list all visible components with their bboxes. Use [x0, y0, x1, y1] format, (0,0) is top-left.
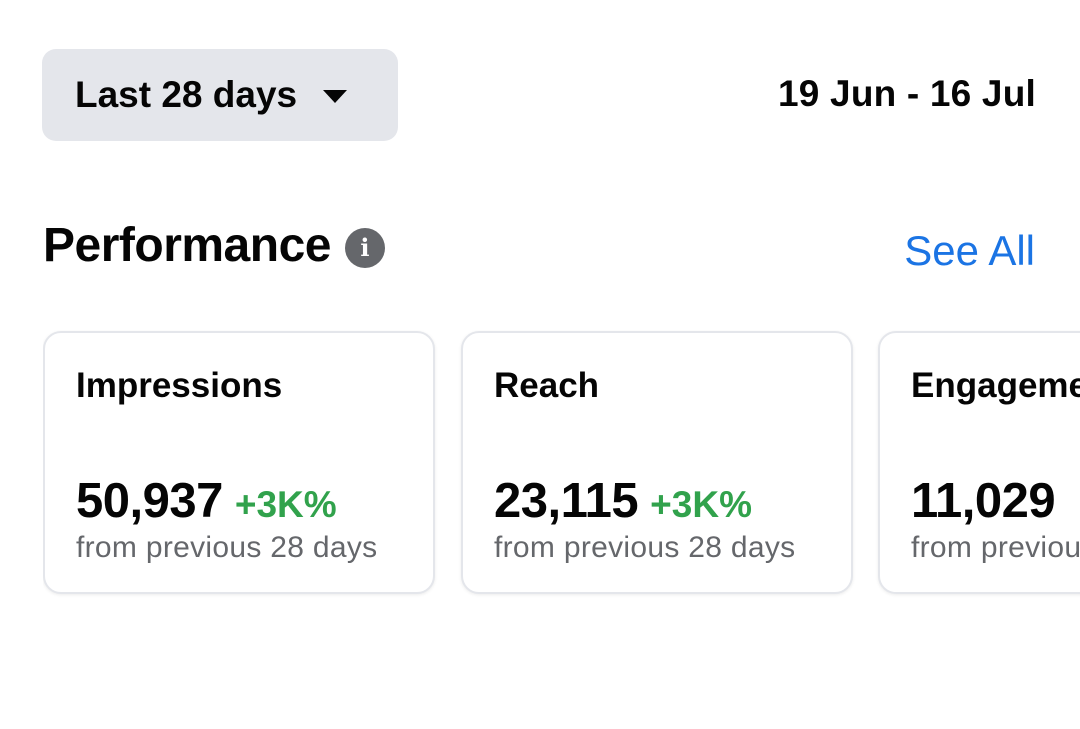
- performance-header: Performance i: [43, 218, 385, 273]
- metric-value: 11,029: [911, 474, 1056, 528]
- date-range-text: 19 Jun - 16 Jul: [778, 73, 1036, 114]
- metric-card-values: 23,115 +3K%: [494, 473, 851, 529]
- metric-change-badge: +3K%: [234, 484, 337, 525]
- metric-card-title: Engagements: [911, 366, 1080, 405]
- metric-cards: Impressions 50,937 +3K% from previous 28…: [43, 330, 1080, 598]
- section-title: Performance: [43, 219, 331, 272]
- date-range-dropdown-label: Last 28 days: [75, 74, 298, 115]
- see-all-link[interactable]: See All: [904, 227, 1035, 274]
- date-range-dropdown[interactable]: Last 28 days: [42, 49, 398, 141]
- metric-card-values: 50,937 +3K%: [76, 473, 433, 529]
- metric-card-title: Impressions: [76, 366, 283, 405]
- metric-change-badge: +3K%: [650, 484, 752, 525]
- metric-card-impressions[interactable]: Impressions 50,937 +3K% from previous 28…: [43, 331, 435, 594]
- info-icon[interactable]: i: [344, 227, 385, 268]
- metric-card-values: 11,029: [911, 473, 1080, 529]
- caret-down-icon: [323, 89, 348, 103]
- metric-value: 23,115: [494, 474, 639, 528]
- metric-caption: from previous 28 days: [494, 531, 796, 564]
- metric-card-engagements[interactable]: Engagements 11,029 from previous 28 days: [878, 331, 1080, 594]
- metric-value: 50,937: [76, 474, 223, 528]
- metric-card-reach[interactable]: Reach 23,115 +3K% from previous 28 days: [461, 331, 853, 594]
- metric-card-title: Reach: [494, 366, 600, 405]
- metric-caption: from previous 28 days: [76, 531, 378, 564]
- metric-caption: from previous 28 days: [911, 531, 1080, 564]
